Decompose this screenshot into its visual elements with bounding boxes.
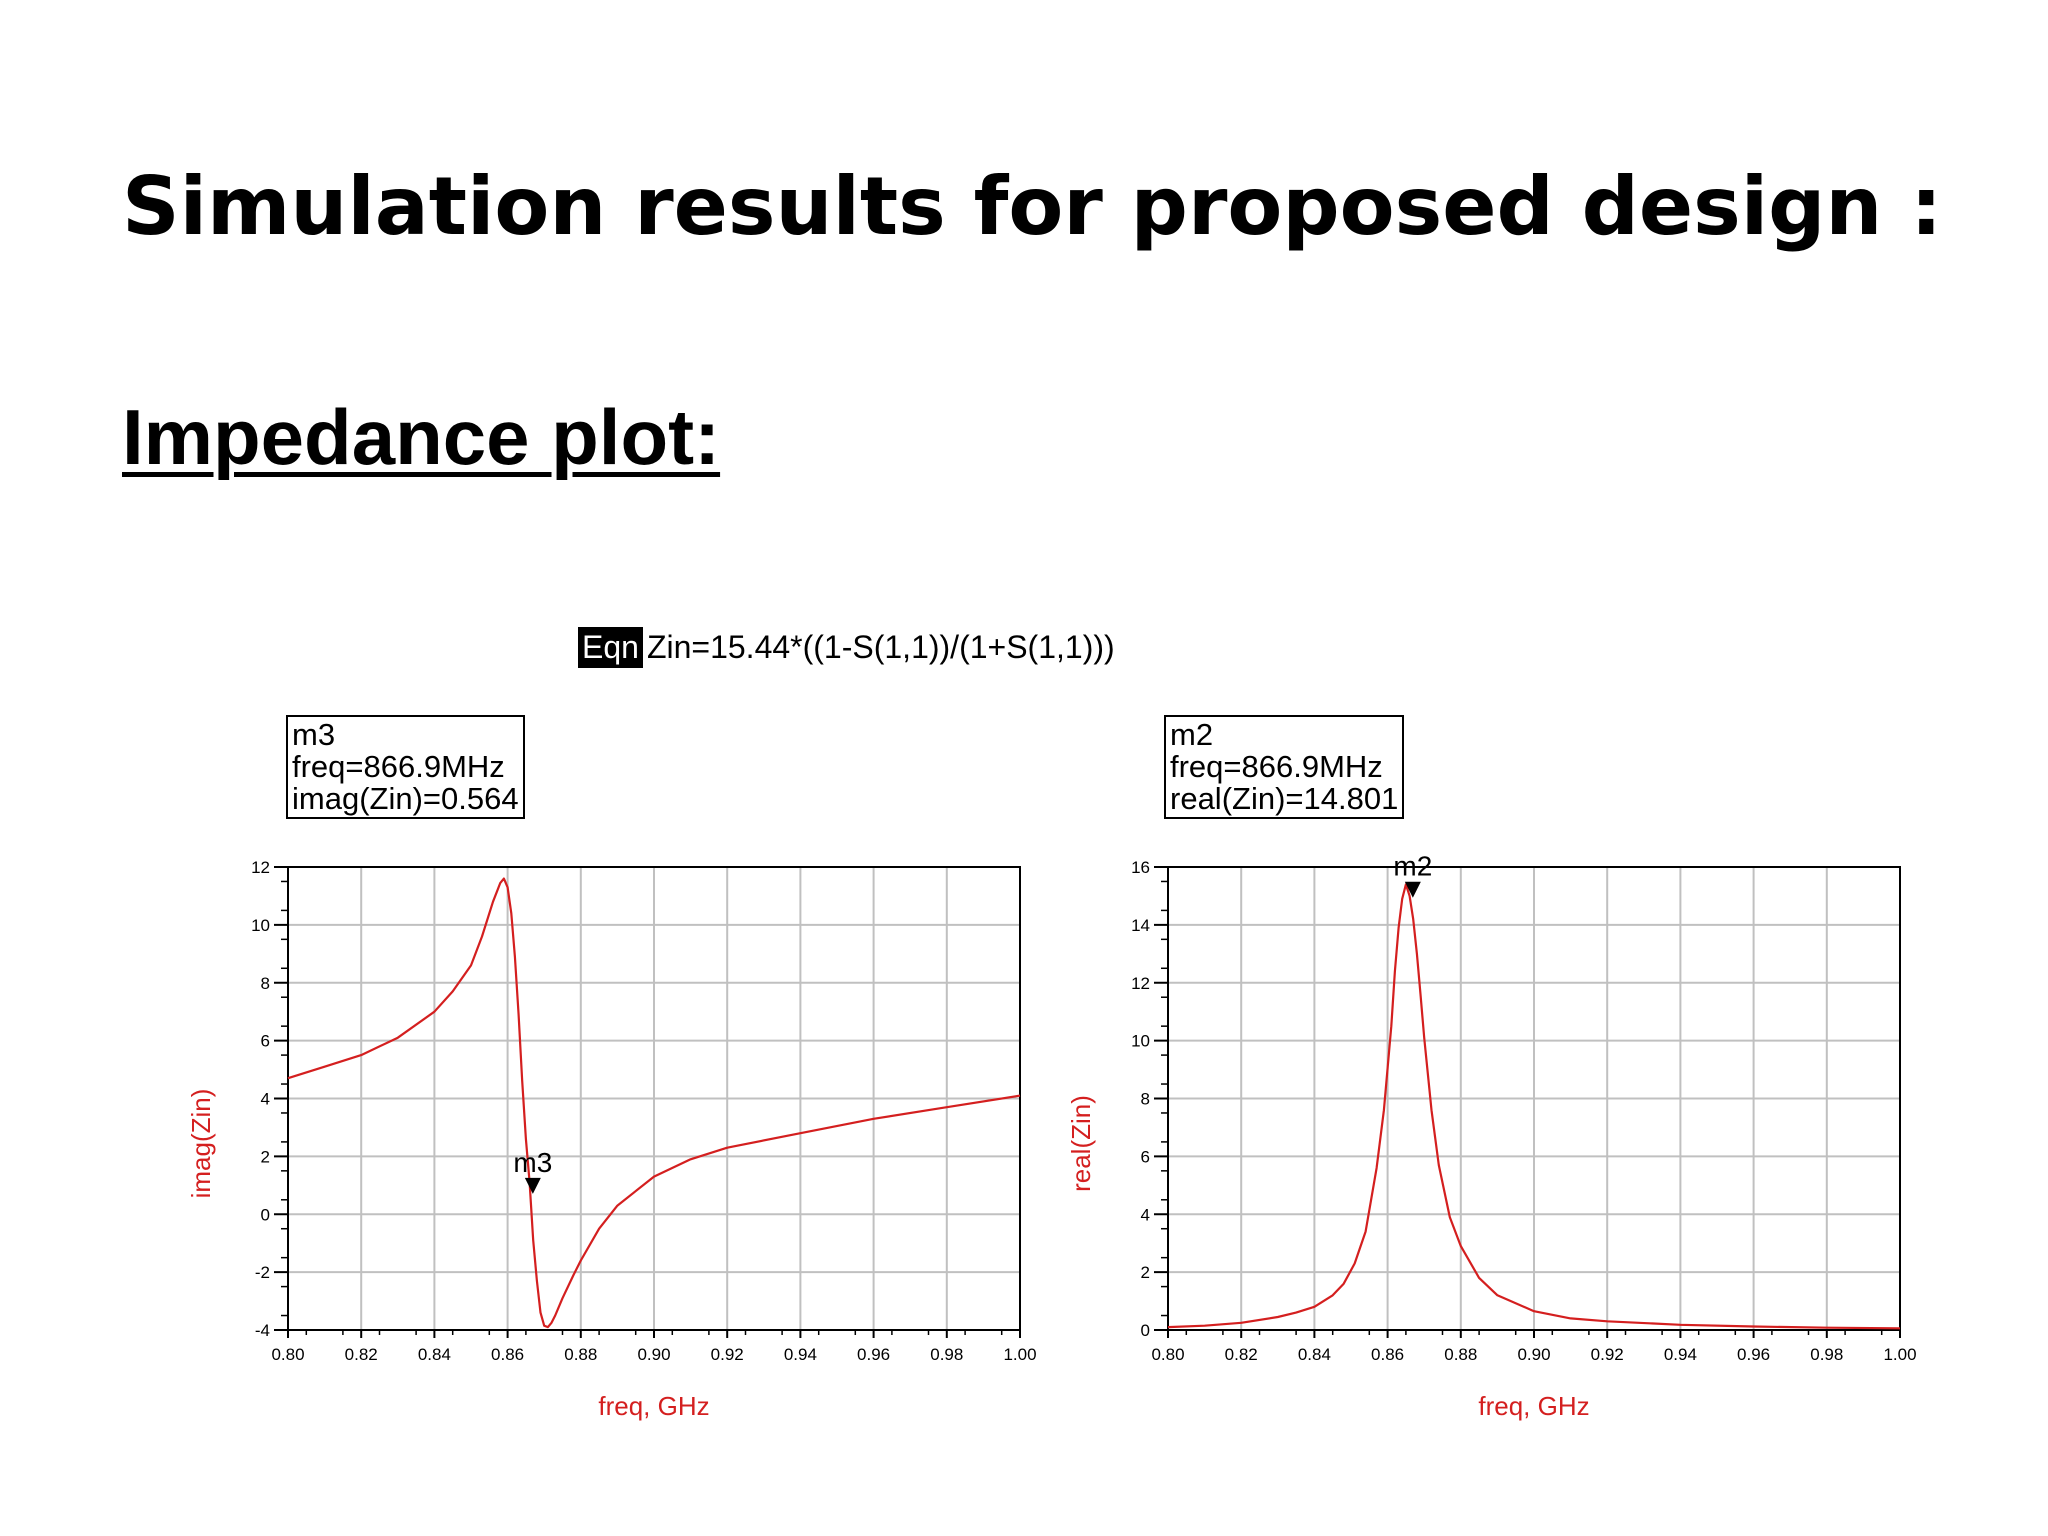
marker-readout-m2-id: m2: [1170, 717, 1214, 752]
real-y-tick-label: 6: [1141, 1147, 1150, 1166]
real-zin-chart: 0.80 0.82 0.84 0.86 0.88 0.90 0.92 0.94 0.96 0.98…: [1066, 851, 1917, 1421]
imag-x-tick-label: 0.94: [784, 1345, 817, 1364]
real-y-tick-label: 2: [1141, 1263, 1150, 1282]
slide-subtitle: Impedance plot:: [122, 393, 721, 481]
imag-marker-label: m3: [513, 1147, 552, 1178]
imag-plot-frame: [287, 866, 1021, 1331]
real-x-tick-label: 0.90: [1517, 1345, 1550, 1364]
imag-x-axis-label: freq, GHz: [598, 1391, 709, 1421]
real-x-tick-label: 0.94: [1664, 1345, 1697, 1364]
imag-y-tick-label: 12: [251, 858, 270, 877]
marker-readout-m2-value: real(Zin)=14.801: [1170, 781, 1399, 816]
real-marker-label: m2: [1393, 851, 1432, 882]
imag-y-tick-label: -4: [255, 1321, 270, 1340]
real-x-tick-label: 0.98: [1810, 1345, 1843, 1364]
slide-title: Simulation results for proposed design :: [122, 160, 1943, 253]
real-x-tick-label: 0.80: [1151, 1345, 1184, 1364]
equation-text: Zin=15.44*((1-S(1,1))/(1+S(1,1))): [646, 628, 1115, 665]
real-y-tick-label: 8: [1141, 1090, 1150, 1109]
real-y-axis-label: real(Zin): [1066, 1095, 1096, 1192]
imag-x-tick-label: 0.82: [345, 1345, 378, 1364]
real-x-tick-label: 0.86: [1371, 1345, 1404, 1364]
marker-readout-m3-value: imag(Zin)=0.564: [292, 781, 519, 816]
imag-marker-triangle: [524, 1177, 541, 1194]
real-y-tick-label: 0: [1141, 1321, 1150, 1340]
imag-x-tick-label: 0.84: [418, 1345, 451, 1364]
imag-x-tick-label: 0.80: [271, 1345, 304, 1364]
real-y-tick-label: 14: [1131, 916, 1150, 935]
marker-readout-m3-freq: freq=866.9MHz: [292, 749, 505, 784]
marker-readout-m3-id: m3: [292, 717, 336, 752]
imag-y-axis-label: imag(Zin): [186, 1089, 216, 1199]
real-x-tick-label: 0.82: [1225, 1345, 1258, 1364]
real-y-tick-label: 16: [1131, 858, 1150, 877]
imag-x-tick-label: 0.88: [564, 1345, 597, 1364]
imag-y-tick-label: 6: [261, 1032, 270, 1051]
imag-y-tick-label: 0: [261, 1205, 270, 1224]
imag-x-tick-label: 0.98: [930, 1345, 963, 1364]
marker-readout-m3: m3 freq=866.9MHz imag(Zin)=0.564: [286, 715, 525, 819]
imag-y-tick-label: -2: [255, 1263, 270, 1282]
imag-y-tick-label: 8: [261, 974, 270, 993]
imag-x-tick-label: 1.00: [1003, 1345, 1036, 1364]
marker-readout-m2-freq: freq=866.9MHz: [1170, 749, 1383, 784]
imag-x-tick-label: 0.92: [711, 1345, 744, 1364]
real-marker-triangle: [1404, 881, 1421, 898]
real-y-tick-label: 4: [1141, 1205, 1150, 1224]
imag-x-tick-label: 0.90: [637, 1345, 670, 1364]
real-plot-frame: [1167, 866, 1901, 1331]
real-x-tick-label: 1.00: [1883, 1345, 1916, 1364]
imag-zin-chart: 0.80 0.82 0.84 0.86 0.88 0.90 0.92 0.94 0.96 0.98…: [186, 858, 1037, 1421]
equation: Eqn Zin=15.44*((1-S(1,1))/(1+S(1,1))): [578, 624, 1115, 670]
real-x-axis-label: freq, GHz: [1478, 1391, 1589, 1421]
real-y-tick-label: 12: [1131, 974, 1150, 993]
real-series-line: [1167, 883, 1901, 1330]
imag-series-line: [287, 877, 1021, 1329]
imag-x-tick-label: 0.96: [857, 1345, 890, 1364]
imag-y-tick-label: 4: [261, 1090, 270, 1109]
real-x-tick-label: 0.84: [1298, 1345, 1331, 1364]
imag-x-tick-label: 0.86: [491, 1345, 524, 1364]
imag-y-tick-label: 10: [251, 916, 270, 935]
marker-readout-m2: m2 freq=866.9MHz real(Zin)=14.801: [1164, 715, 1405, 819]
imag-y-tick-label: 2: [261, 1147, 270, 1166]
equation-tag: Eqn: [578, 626, 643, 668]
real-x-tick-label: 0.92: [1591, 1345, 1624, 1364]
real-x-tick-label: 0.88: [1444, 1345, 1477, 1364]
real-y-tick-label: 10: [1131, 1032, 1150, 1051]
real-x-tick-label: 0.96: [1737, 1345, 1770, 1364]
